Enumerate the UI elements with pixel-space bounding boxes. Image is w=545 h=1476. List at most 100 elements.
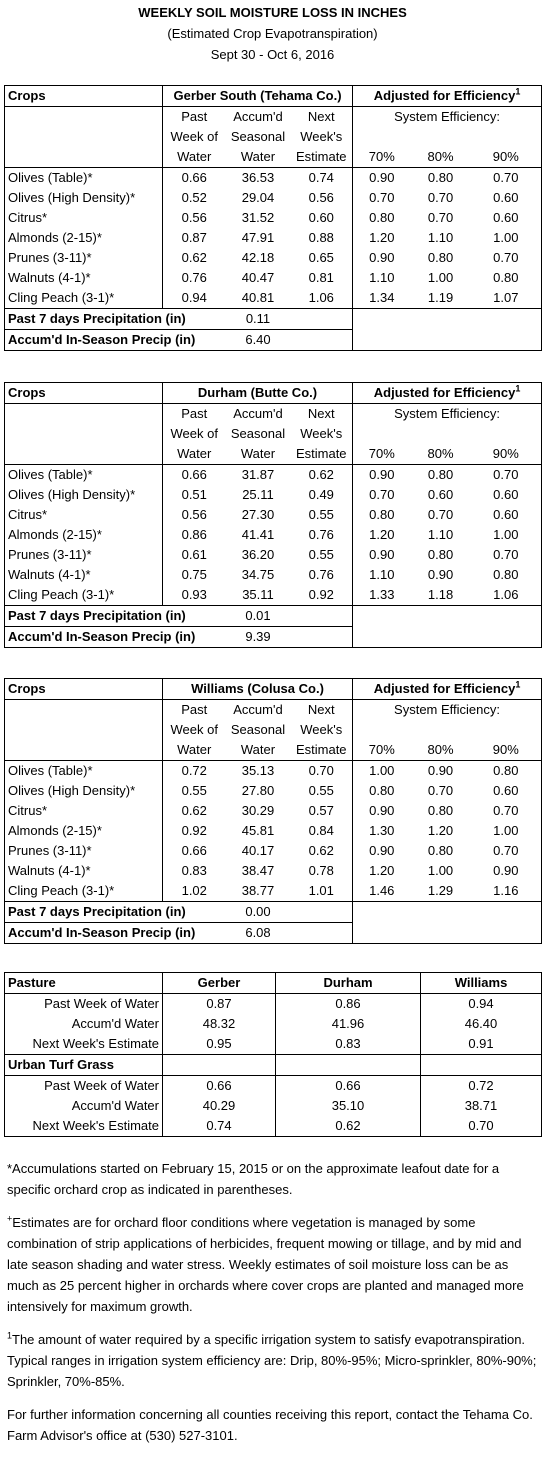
- value: 41.96: [275, 1014, 421, 1034]
- value: 0.57: [308, 803, 334, 818]
- precip-label: Accum'd In-Season Precip (in): [4, 922, 226, 944]
- row-label: Accum'd Water: [71, 1016, 159, 1031]
- column-header: Estimate: [295, 149, 347, 164]
- footnote-mark: 1: [515, 679, 521, 690]
- value: 0.80: [427, 547, 454, 562]
- station-table: Crops Gerber South (Tehama Co.) Adjusted f…: [4, 85, 543, 351]
- crop-name: Walnuts (4-1)*: [4, 268, 163, 288]
- value: 29.04: [241, 190, 275, 205]
- value: 40.17: [241, 843, 275, 858]
- blank: [352, 127, 542, 147]
- crop-row: Olives (High Density)* 0.52 29.04 0.56 0.70 0…: [4, 188, 542, 208]
- column-header-row: Past Accum'd Next System Efficiency:: [4, 106, 542, 168]
- value: 1.20: [427, 823, 454, 838]
- precip-label: Past 7 days Precipitation (in): [4, 308, 226, 330]
- precip-value: 0.00: [225, 901, 291, 923]
- precip-value: 6.08: [225, 922, 291, 944]
- value: 0.93: [181, 587, 207, 602]
- header-row: Crops Gerber South (Tehama Co.) Adjusted f…: [4, 85, 542, 107]
- column-header-row: Water Water Estimate 70% 80% 90%: [5, 740, 542, 761]
- note: 1The amount of water required by a speci…: [7, 1329, 539, 1392]
- crop-name: Olives (High Density)*: [4, 188, 163, 208]
- precip-row: Past 7 days Precipitation (in) 0.11: [4, 308, 542, 351]
- value: 0.76: [308, 567, 334, 582]
- row-label: Past Week of Water: [4, 1075, 163, 1096]
- value: 0.62: [275, 1116, 421, 1137]
- value: 0.72: [420, 1075, 542, 1096]
- dates: Sept 30 - Oct 6, 2016: [210, 47, 335, 62]
- value: 0.60: [493, 190, 519, 205]
- note-text: For further information concerning all c…: [7, 1407, 533, 1443]
- pasture-row: Accum'd Water 48.32 41.96 46.40: [5, 1014, 542, 1034]
- blank: [352, 720, 542, 740]
- value: 1.34: [352, 288, 411, 309]
- row-label: Next Week's Estimate: [32, 1036, 159, 1051]
- note: +Estimates are for orchard floor conditi…: [7, 1212, 539, 1317]
- value: 0.62: [290, 464, 353, 485]
- value: 0.80: [427, 843, 454, 858]
- efficiency-header: 70%: [352, 444, 411, 465]
- crop-name: Citrus*: [4, 801, 163, 821]
- precip-label: Accum'd In-Season Precip (in): [4, 329, 226, 351]
- value: 35.11: [242, 587, 274, 602]
- value: 1.19: [427, 290, 454, 305]
- crop-row: Almonds (2-15)* 0.87 47.91 0.88 1.20 1.10 1.00: [4, 228, 542, 248]
- value: 0.70: [420, 1116, 542, 1137]
- blank: [290, 922, 353, 944]
- crop-row: Citrus* 0.56 27.30 0.55 0.80 0.70 0.60: [4, 505, 542, 525]
- value: 1.00: [493, 823, 519, 838]
- blank: [290, 626, 353, 648]
- precip-row: Past 7 days Precipitation (in) 0.00: [4, 901, 542, 944]
- blank: [275, 1054, 421, 1076]
- precip-value: 0.11: [225, 308, 291, 330]
- value: 0.80: [493, 270, 519, 285]
- adjusted-header: Adjusted for Efficiency1: [352, 678, 542, 700]
- value: 0.66: [162, 167, 226, 188]
- value: 1.00: [427, 270, 454, 285]
- column-header: Water: [177, 742, 212, 757]
- column-header-row: Water Water Estimate 70% 80% 90%: [5, 444, 542, 465]
- value: 1.29: [427, 883, 454, 898]
- column-header: Week's: [300, 129, 343, 144]
- note-mark: +: [7, 1213, 13, 1224]
- value: 40.47: [241, 270, 275, 285]
- crop-row: Cling Peach (3-1)* 0.94 40.81 1.06 1.34 1.19 1…: [4, 288, 542, 309]
- value: 0.76: [181, 270, 207, 285]
- crops-label: Crops: [4, 382, 163, 404]
- precip-label: Past 7 days Precipitation (in): [4, 605, 226, 627]
- value: 1.10: [352, 565, 411, 585]
- value: 1.33: [352, 585, 411, 606]
- column-header: Water: [240, 742, 276, 757]
- column-header-row: Week of Seasonal Week's: [5, 720, 542, 740]
- value: 0.74: [162, 1116, 276, 1137]
- precip-row: Accum'd In-Season Precip (in) 6.08: [4, 922, 542, 944]
- column-header: Seasonal: [230, 426, 286, 441]
- column-header-row: Past Accum'd Next System Efficiency:: [4, 699, 542, 761]
- column-header: Next: [290, 403, 353, 424]
- value: 36.20: [241, 547, 275, 562]
- value: 0.60: [493, 507, 519, 522]
- value: 0.70: [352, 188, 411, 208]
- header-row: Pasture Gerber Durham Williams: [5, 972, 542, 994]
- crop-name: Cling Peach (3-1)*: [4, 288, 163, 309]
- crop-name: Prunes (3-11)*: [4, 248, 163, 268]
- pasture-row: Next Week's Estimate 0.74 0.62 0.70: [5, 1116, 542, 1137]
- crop-row: Cling Peach (3-1)* 0.93 35.11 0.92 1.33 1.18 1…: [4, 585, 542, 606]
- blank: [290, 329, 353, 351]
- value: 0.65: [308, 250, 334, 265]
- value: 0.83: [275, 1034, 421, 1055]
- value: 1.46: [352, 881, 411, 902]
- column-header: Accum'd: [225, 699, 291, 720]
- value: 0.92: [181, 823, 207, 838]
- value: 0.49: [308, 487, 334, 502]
- value: 40.81: [241, 290, 275, 305]
- efficiency-header: 80%: [427, 446, 454, 461]
- value: 0.75: [181, 567, 207, 582]
- value: 0.62: [181, 250, 207, 265]
- efficiency-header: 80%: [427, 742, 454, 757]
- value: 1.07: [493, 290, 519, 305]
- crop-row: Prunes (3-11)* 0.66 40.17 0.62 0.90 0.80 0.70: [4, 841, 542, 861]
- value: 0.66: [162, 464, 226, 485]
- turf-row: Urban Turf Grass: [4, 1054, 542, 1076]
- value: 1.20: [352, 861, 411, 881]
